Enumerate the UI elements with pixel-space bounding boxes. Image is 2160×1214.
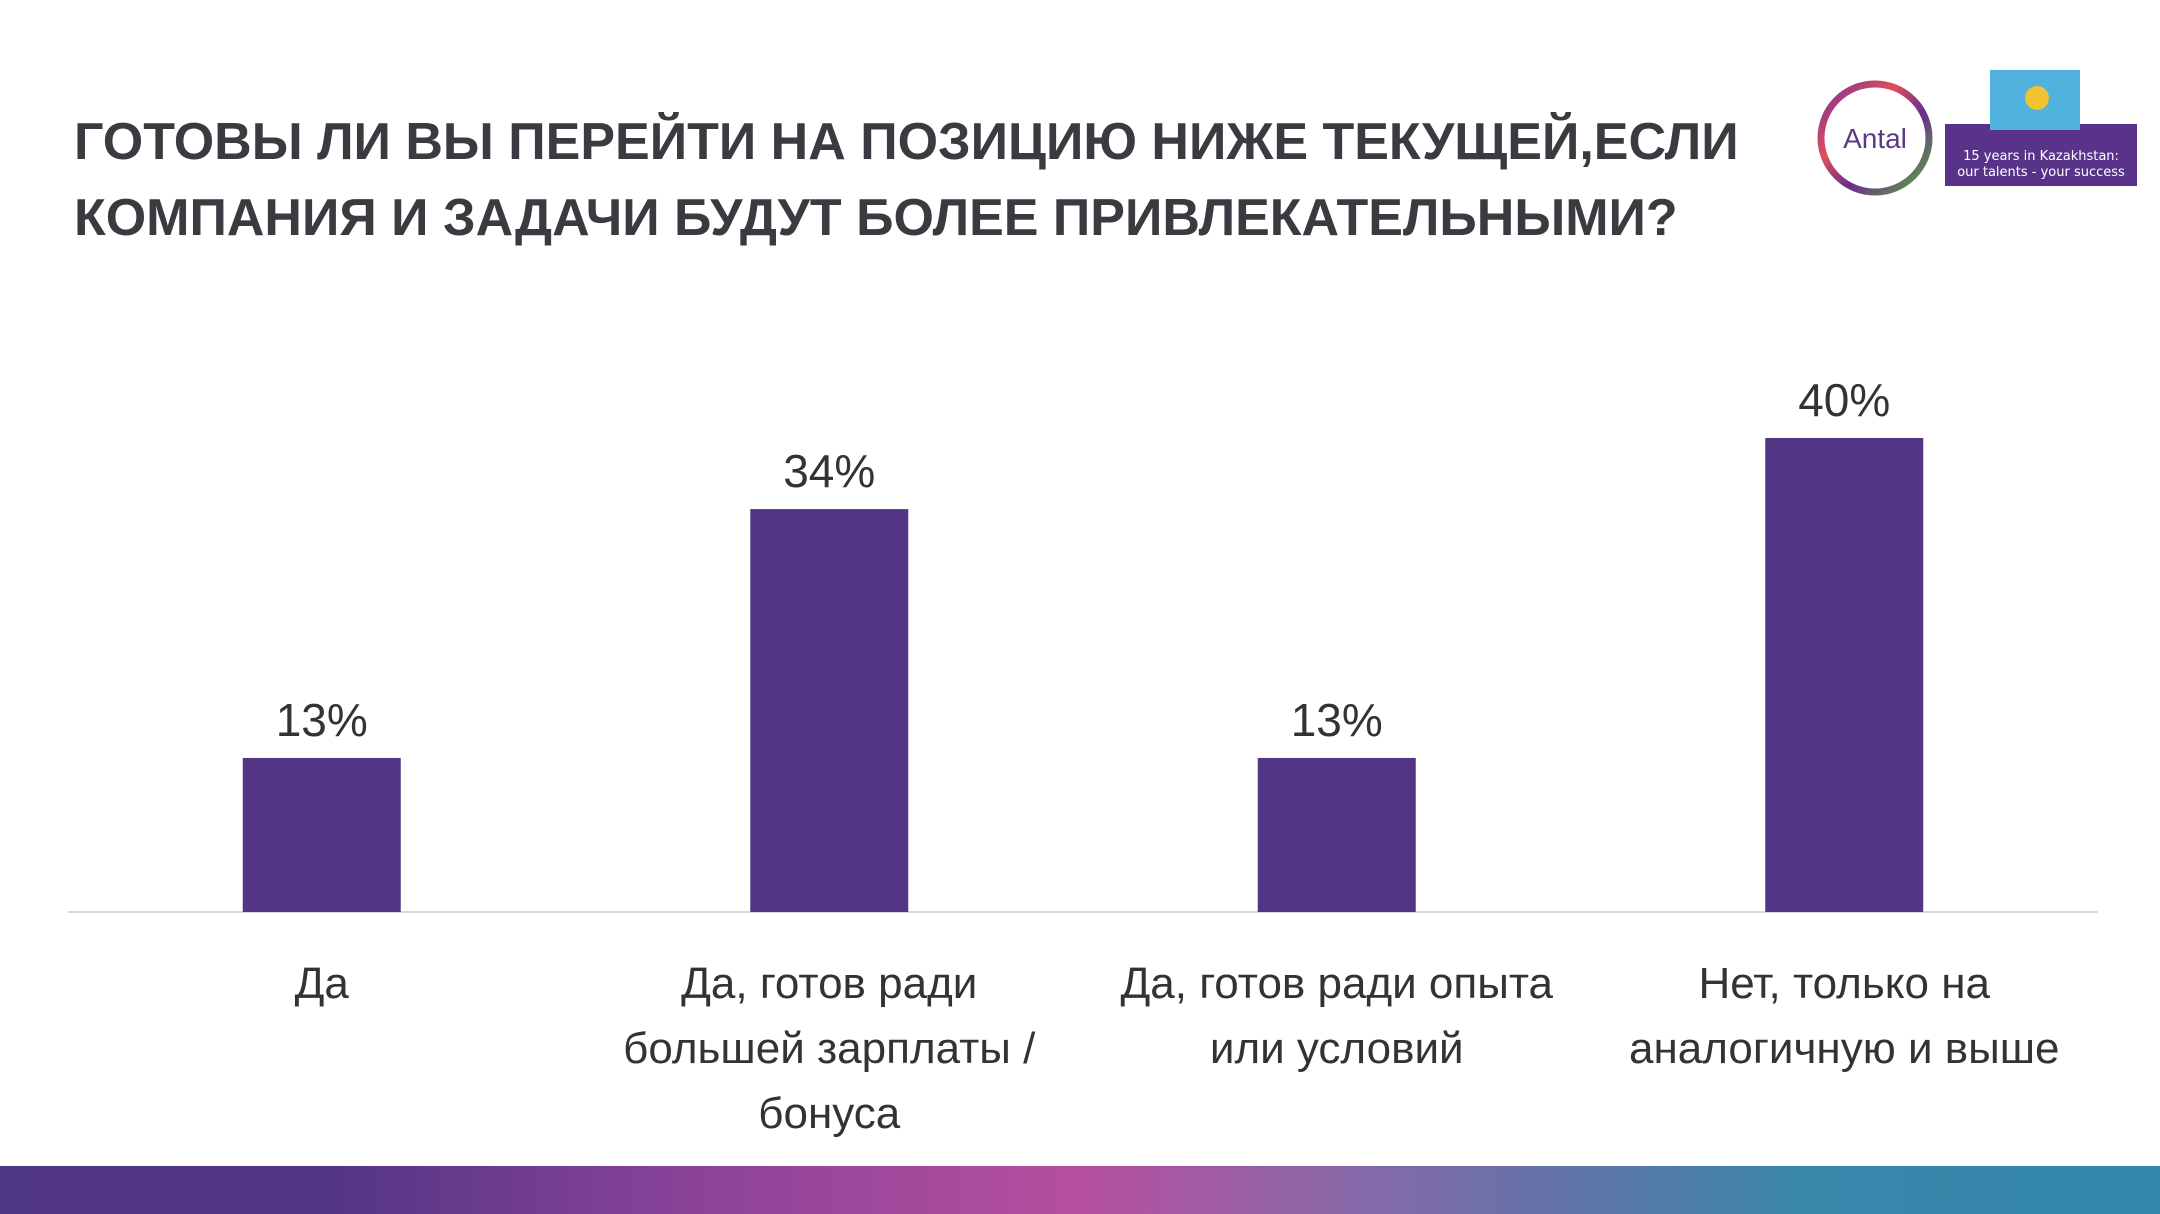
category-label: или условий	[1210, 1024, 1464, 1073]
category-label: Нет, только на	[1699, 959, 1991, 1008]
data-label: 13%	[1291, 694, 1383, 746]
bar	[750, 509, 909, 912]
bar	[1765, 438, 1924, 912]
category-label: Да, готов ради	[681, 959, 977, 1008]
category-label: большей зарплаты /	[623, 1024, 1036, 1073]
data-label: 13%	[276, 694, 368, 746]
svg-text:15 years in Kazakhstan:: 15 years in Kazakhstan:	[1963, 149, 2119, 164]
data-label: 40%	[1798, 374, 1890, 426]
data-label: 34%	[783, 445, 875, 497]
svg-text:Antal: Antal	[1843, 123, 1907, 154]
category-label: аналогичную и выше	[1629, 1024, 2060, 1073]
category-label: Да, готов ради опыта	[1120, 959, 1553, 1008]
bar	[242, 757, 401, 912]
svg-text:our talents - your success: our talents - your success	[1957, 165, 2125, 180]
bottom-gradient-bar	[0, 1166, 2160, 1214]
page-title: ГОТОВЫ ЛИ ВЫ ПЕРЕЙТИ НА ПОЗИЦИЮ НИЖЕ ТЕК…	[74, 113, 1739, 247]
category-label: Да	[295, 959, 350, 1008]
bar	[1257, 757, 1416, 912]
category-label: бонуса	[758, 1089, 900, 1138]
antal-logo: Antal 15 years in Kazakhstan: our talent…	[1817, 70, 2137, 196]
